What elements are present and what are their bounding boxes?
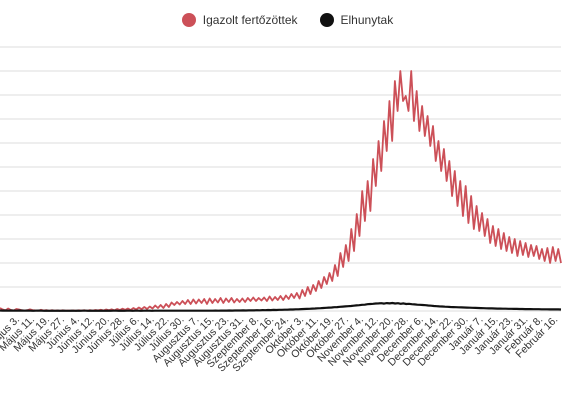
x-axis-ticks: Május 3.Május 11.Május 19.Május 27.Júniu… (0, 314, 560, 375)
legend-label-confirmed: Igazolt fertőzöttek (202, 13, 298, 27)
legend-item-deaths[interactable]: Elhunytak (319, 13, 394, 27)
legend: Igazolt fertőzöttek Elhunytak (0, 13, 575, 27)
gridlines (0, 46, 561, 312)
legend-label-deaths: Elhunytak (340, 13, 394, 27)
legend-swatch-confirmed (181, 13, 196, 27)
legend-item-confirmed[interactable]: Igazolt fertőzöttek (181, 13, 298, 27)
legend-swatch-deaths (319, 13, 334, 27)
series-line-deaths (0, 301, 562, 312)
